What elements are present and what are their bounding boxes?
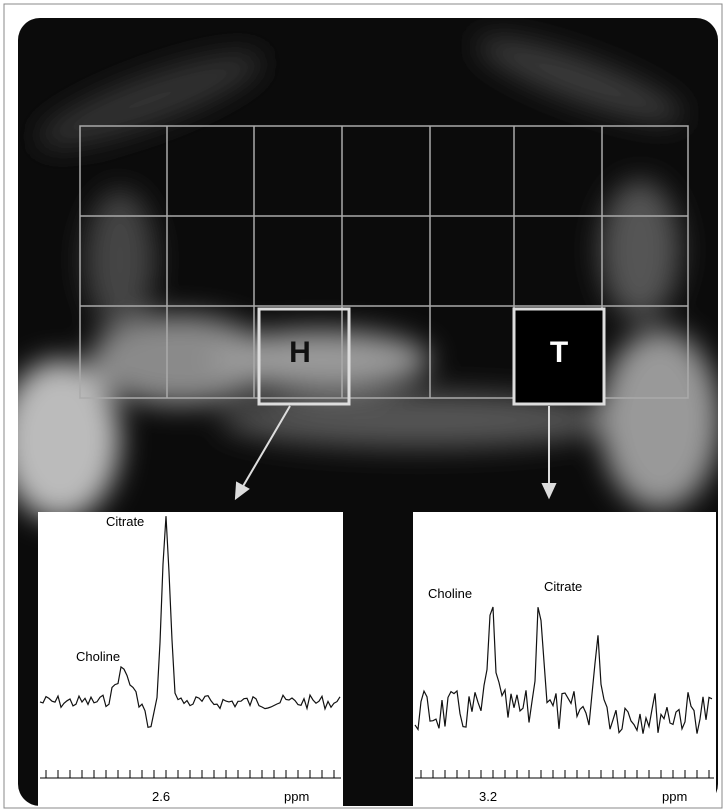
spectrum-panel [413, 512, 716, 806]
axis-tick-label: 3.2 [479, 789, 497, 804]
figure: H T Citrate Choline 2.6 ppm Choline Citr… [0, 0, 726, 812]
voxel-label: T [550, 336, 568, 369]
axis-unit: ppm [284, 789, 309, 804]
peak-label: Choline [428, 586, 472, 601]
voxel-label: H [289, 336, 311, 369]
peak-label: Citrate [106, 514, 144, 529]
peak-label: Choline [76, 649, 120, 664]
axis-tick-label: 2.6 [152, 789, 170, 804]
axis-unit: ppm [662, 789, 687, 804]
peak-label: Citrate [544, 579, 582, 594]
